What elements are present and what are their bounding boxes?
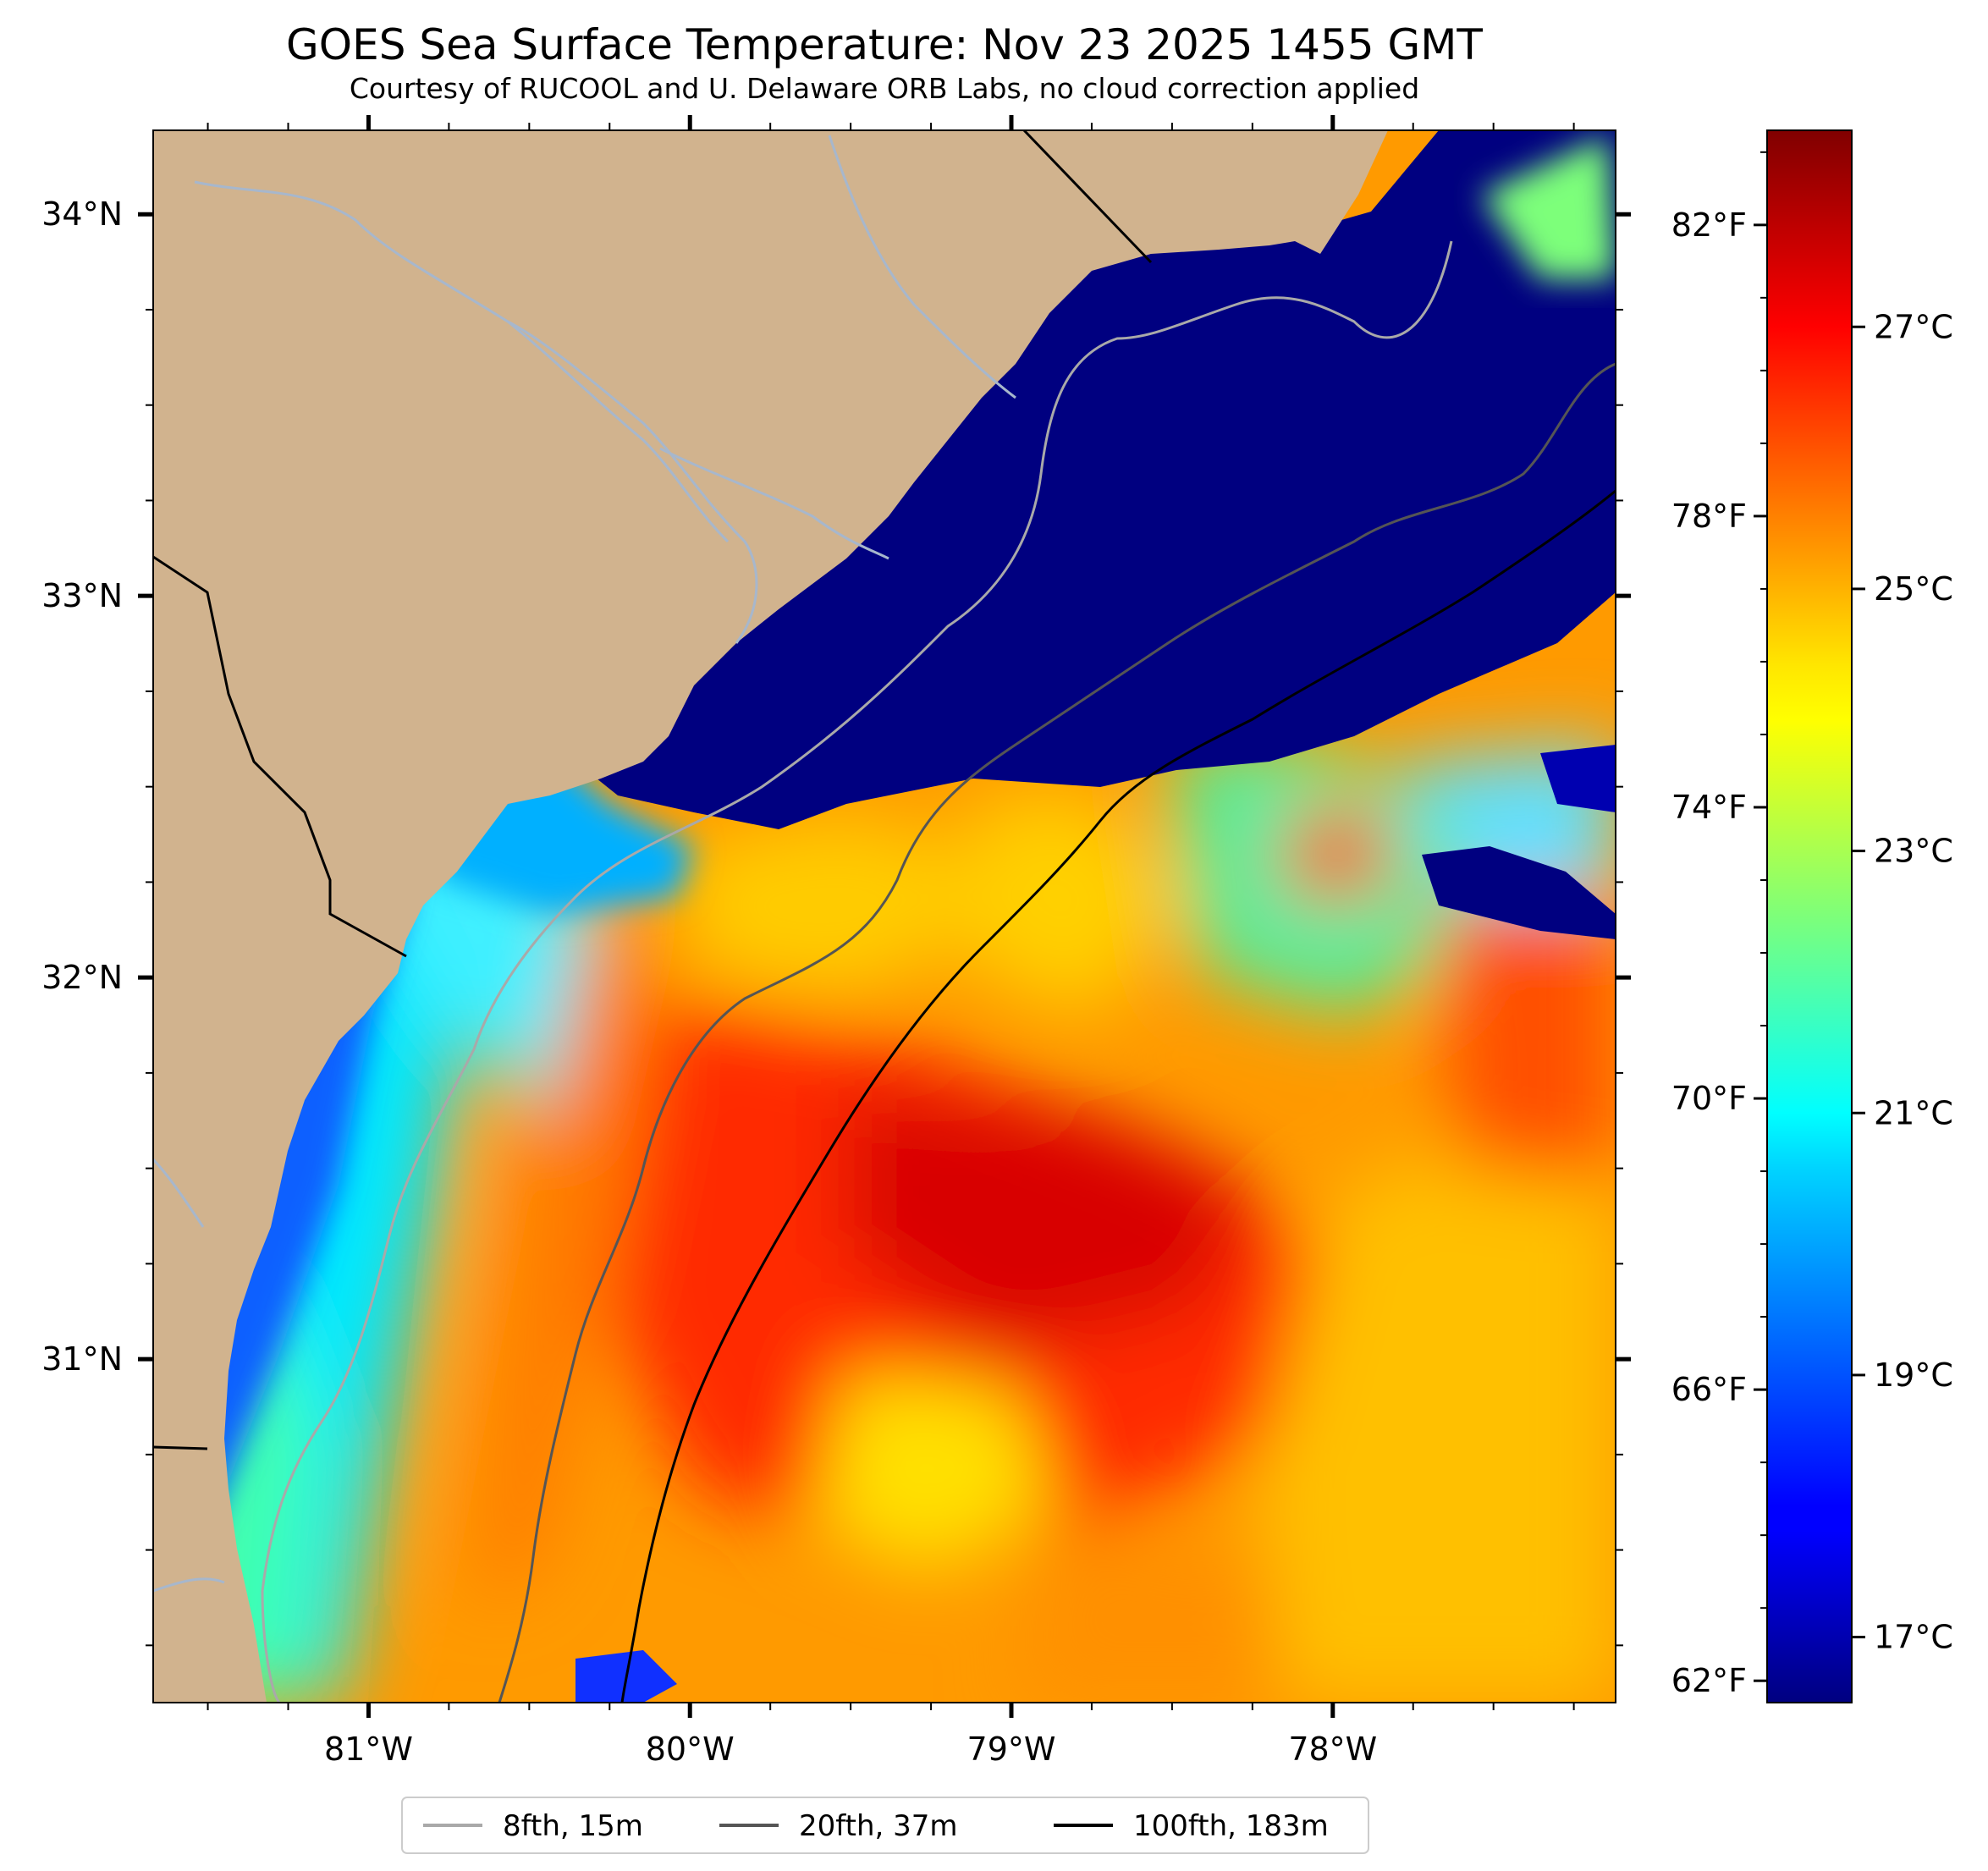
fahrenheit-tick-label: 62°F <box>1671 1662 1747 1699</box>
legend-label: 20fth, 37m <box>799 1809 958 1843</box>
legend-box <box>401 1797 1369 1854</box>
fahrenheit-tick-label: 82°F <box>1671 206 1747 244</box>
isobath-100fth <box>620 489 1616 1703</box>
isobath-20fth <box>498 362 1616 1703</box>
map-subtitle: Courtesy of RUCOOL and U. Delaware ORB L… <box>350 72 1419 105</box>
celsius-tick-label: 23°C <box>1874 833 1953 870</box>
map-title: GOES Sea Surface Temperature: Nov 23 202… <box>286 20 1483 69</box>
celsius-tick-label: 25°C <box>1874 570 1953 608</box>
fahrenheit-tick-label: 74°F <box>1671 789 1747 826</box>
lon-tick-label: 80°W <box>646 1731 735 1768</box>
lat-tick-label: 33°N <box>41 577 123 614</box>
northern-cold-water <box>542 130 1616 829</box>
colorbar <box>1766 129 1853 1703</box>
rivers <box>153 135 1016 1593</box>
celsius-tick-label: 17°C <box>1874 1619 1953 1656</box>
lon-tick-label: 79°W <box>967 1731 1056 1768</box>
isobath-legend: 8fth, 15m 20fth, 37m 100fth, 183m <box>401 1797 1369 1854</box>
fahrenheit-tick-label: 66°F <box>1671 1371 1747 1408</box>
colorbar-celsius-axis: 17°C 19°C 21°C 23°C 25°C 27°C <box>1852 308 1953 1656</box>
lon-tick-label: 81°W <box>324 1731 413 1768</box>
celsius-tick-label: 21°C <box>1874 1094 1953 1131</box>
fahrenheit-tick-label: 70°F <box>1671 1080 1747 1117</box>
lat-tick-label: 32°N <box>41 959 123 996</box>
celsius-tick-label: 19°C <box>1874 1356 1953 1394</box>
lat-tick-label: 31°N <box>41 1340 123 1378</box>
northern-cold-water-edge <box>1481 135 1616 279</box>
legend-label: 8fth, 15m <box>503 1809 643 1843</box>
legend-label: 100fth, 183m <box>1133 1809 1329 1843</box>
map-frame <box>152 129 1616 1703</box>
fahrenheit-tick-label: 78°F <box>1671 498 1747 535</box>
colorbar-fahrenheit-axis: 62°F 66°F 70°F 74°F 78°F 82°F <box>1671 151 1767 1699</box>
lon-tick-label: 78°W <box>1288 1731 1377 1768</box>
longitude-axis: 81°W 80°W 79°W 78°W <box>207 115 1575 1768</box>
map-panel <box>153 130 1616 1703</box>
land-mass <box>153 130 1388 1703</box>
cold-eddy-north <box>1540 745 1616 812</box>
cold-eddy-east <box>1422 846 1616 939</box>
lat-tick-label: 34°N <box>41 195 123 233</box>
celsius-tick-label: 27°C <box>1874 308 1953 345</box>
state-borders <box>153 130 1153 1450</box>
isobath-8fth <box>261 240 1453 1703</box>
latitude-axis: 34°N 33°N 32°N 31°N <box>41 195 1631 1647</box>
